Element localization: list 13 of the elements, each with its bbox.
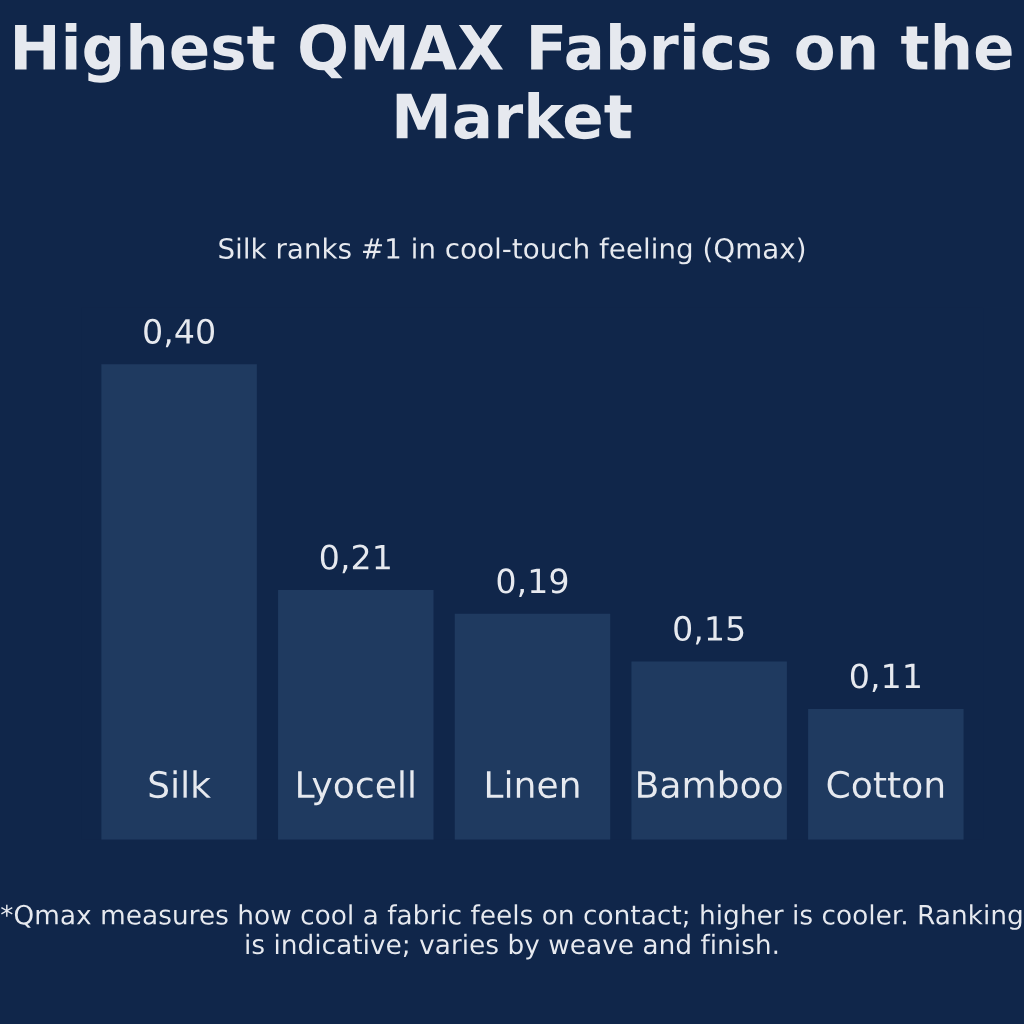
chart-subtitle: Silk ranks #1 in cool-touch feeling (Qmax) (219, 237, 805, 265)
data-label: 0,19 (497, 568, 568, 597)
data-label: 0,15 (674, 615, 744, 645)
text: *Qmax measures how cool a fabric feels on contact; higher is cooler. Ranking is indicative; varies by weave and finish. (1, 904, 1022, 960)
x-tick-label: Linen (486, 770, 579, 799)
x-tick-label: Lyocell (298, 770, 414, 806)
data-label: 0,40 (144, 318, 214, 348)
data-label: 0,21 (320, 544, 390, 574)
x-tick-label: Bamboo (638, 770, 782, 799)
x-tick-label: Silk (149, 770, 211, 799)
chart-title: Highest QMAX Fabrics on the Market (15, 23, 1012, 140)
x-tick-label: Cotton (827, 770, 944, 799)
data-label: 0,11 (850, 663, 920, 692)
